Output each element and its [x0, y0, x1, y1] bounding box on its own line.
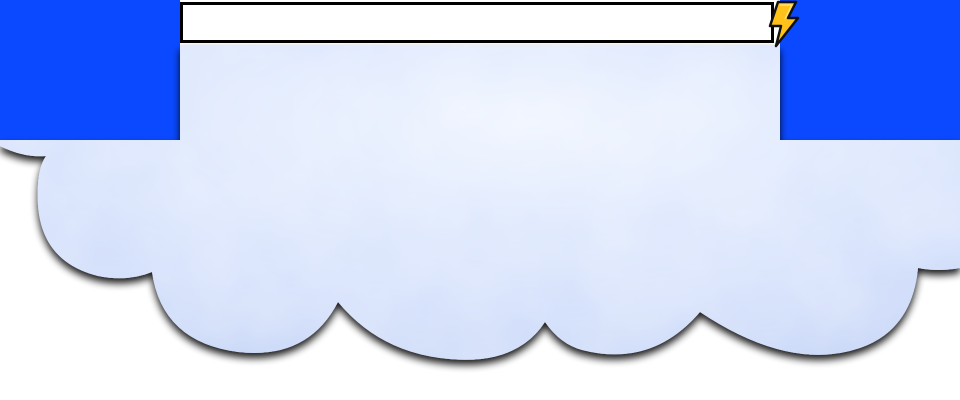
cloud-shape: [0, 45, 960, 360]
header-band-right: [780, 0, 960, 140]
search-bar[interactable]: [180, 2, 774, 43]
header-band-left: [0, 0, 180, 140]
search-input[interactable]: [183, 5, 771, 40]
lightning-bolt-icon[interactable]: [764, 0, 800, 48]
